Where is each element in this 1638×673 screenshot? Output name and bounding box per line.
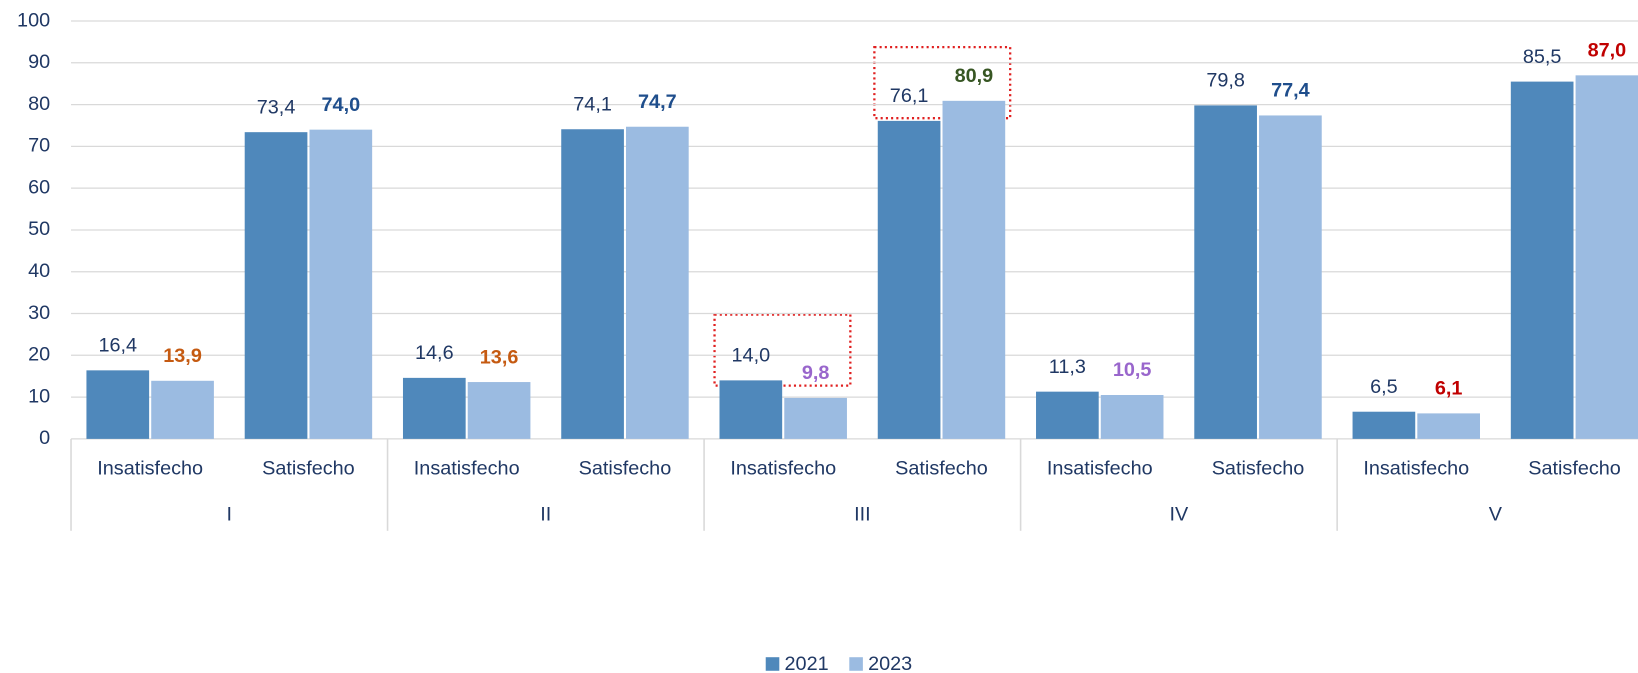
- x-tick-label: Insatisfecho: [1047, 457, 1153, 479]
- y-tick-label: 100: [17, 9, 50, 31]
- value-label: 77,4: [1271, 80, 1310, 102]
- value-label: 87,0: [1588, 40, 1627, 62]
- value-label: 85,5: [1523, 46, 1562, 68]
- x-tick-label: Insatisfecho: [97, 457, 203, 479]
- bar: [877, 120, 941, 439]
- x-tick-label: Satisfecho: [1528, 457, 1621, 479]
- bar: [309, 129, 373, 439]
- legend-label: 2021: [785, 653, 829, 673]
- y-tick-label: 0: [39, 427, 50, 449]
- value-label: 16,4: [98, 335, 137, 357]
- y-tick-label: 30: [28, 302, 50, 324]
- group-label: II: [540, 503, 551, 525]
- y-tick-label: 80: [28, 93, 50, 115]
- bar: [942, 100, 1006, 439]
- y-tick-label: 10: [28, 385, 50, 407]
- x-tick-label: Insatisfecho: [414, 457, 520, 479]
- value-label: 10,5: [1113, 359, 1152, 381]
- bar: [1417, 413, 1480, 439]
- value-label: 79,8: [1206, 70, 1245, 92]
- legend-label: 2023: [868, 653, 912, 673]
- y-tick-label: 50: [28, 218, 50, 240]
- legend-swatch: [849, 657, 863, 671]
- value-label: 6,1: [1435, 378, 1463, 400]
- bar: [402, 377, 466, 439]
- x-tick-label: Insatisfecho: [730, 457, 836, 479]
- value-label: 14,0: [732, 345, 771, 367]
- y-tick-label: 70: [28, 135, 50, 157]
- bar: [1259, 115, 1322, 439]
- group-label: V: [1489, 503, 1503, 525]
- bar: [719, 380, 783, 439]
- value-label: 80,9: [955, 65, 994, 87]
- x-tick-label: Satisfecho: [262, 457, 355, 479]
- highlight-box: [873, 45, 1012, 120]
- bar: [1036, 391, 1099, 439]
- bar: [784, 397, 847, 439]
- y-tick-label: 40: [28, 260, 50, 282]
- bar: [1194, 105, 1257, 439]
- group-label: IV: [1170, 503, 1190, 525]
- bar: [151, 380, 214, 439]
- bar: [467, 382, 531, 439]
- x-tick-label: Satisfecho: [895, 457, 988, 479]
- value-label: 74,7: [638, 91, 677, 113]
- bar: [626, 126, 689, 439]
- bar: [561, 129, 624, 439]
- x-tick-label: Satisfecho: [579, 457, 672, 479]
- value-label: 13,6: [480, 346, 519, 368]
- value-label: 74,0: [322, 94, 361, 116]
- value-label: 11,3: [1049, 356, 1086, 378]
- x-tick-label: Insatisfecho: [1363, 457, 1469, 479]
- bar: [1100, 395, 1164, 439]
- value-label: 6,5: [1370, 376, 1398, 398]
- bar: [86, 370, 150, 439]
- value-label: 9,8: [802, 362, 830, 384]
- bar: [1352, 411, 1416, 439]
- x-tick-label: Satisfecho: [1212, 457, 1305, 479]
- bar: [1575, 75, 1638, 439]
- value-label: 13,9: [163, 345, 202, 367]
- y-tick-label: 60: [28, 176, 50, 198]
- value-label: 14,6: [415, 342, 454, 364]
- y-tick-label: 90: [28, 51, 50, 73]
- legend-swatch: [765, 657, 780, 671]
- value-label: 76,1: [890, 85, 929, 107]
- y-tick-label: 20: [28, 344, 50, 366]
- bar: [244, 132, 308, 439]
- value-label: 74,1: [573, 93, 612, 115]
- group-label: III: [854, 503, 871, 525]
- value-label: 73,4: [257, 96, 296, 118]
- group-label: I: [227, 503, 233, 525]
- highlight-box: [713, 313, 852, 387]
- bar: [1510, 81, 1574, 439]
